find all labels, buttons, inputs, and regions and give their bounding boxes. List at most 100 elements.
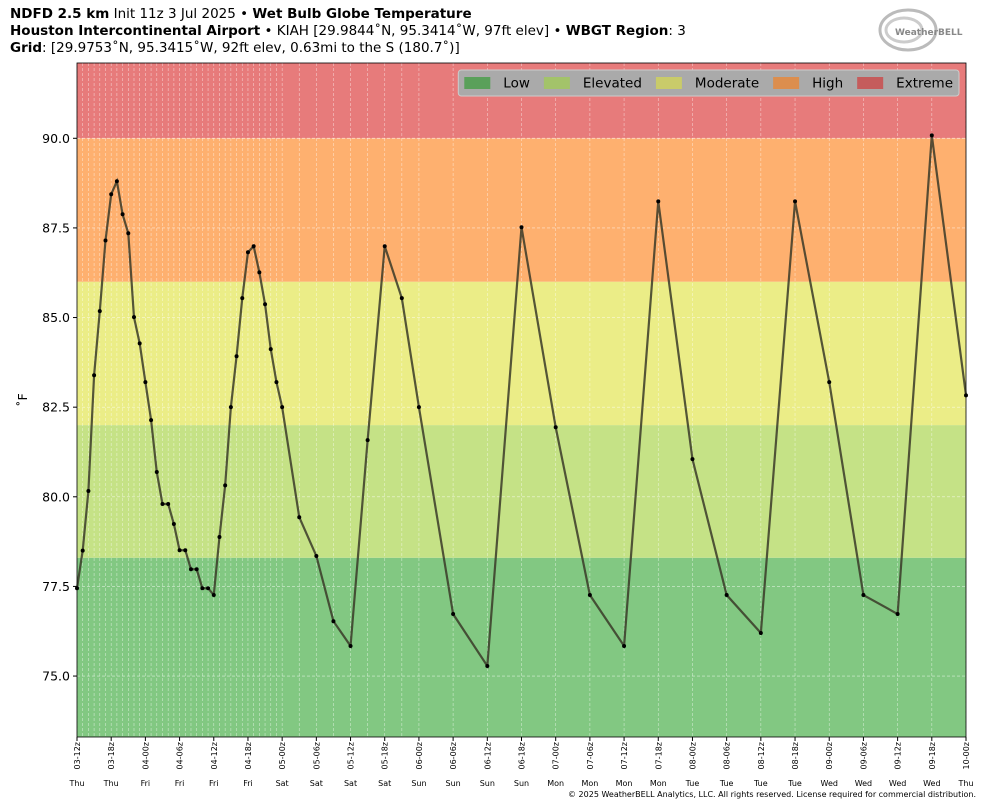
x-tick-label: 07-00z [552, 742, 561, 769]
legend-swatch [464, 77, 491, 89]
data-point [223, 483, 228, 488]
data-point [103, 238, 108, 243]
logo-text: WeatherBELL [895, 28, 963, 38]
x-tick-day: Sun [411, 779, 426, 788]
plot-area [76, 63, 967, 737]
data-point [160, 501, 165, 506]
x-tick-day: Sat [310, 779, 323, 788]
x-tick-label: 04-12z [210, 742, 219, 769]
x-tick-day: Mon [581, 779, 598, 788]
x-tick-day: Sat [378, 779, 391, 788]
data-point [656, 199, 661, 204]
data-point [724, 593, 729, 598]
data-point [109, 192, 114, 197]
x-tick-label: 09-12z [894, 742, 903, 769]
x-tick-label: 07-18z [654, 742, 663, 769]
x-tick-day: Sat [344, 779, 357, 788]
x-tick-day: Wed [821, 779, 838, 788]
header-text: : [29.9753˚N, 95.3415˚W, 92ft elev, 0.63… [42, 40, 460, 56]
data-point [80, 548, 85, 553]
data-point [263, 302, 268, 307]
header-text: Init 11z 3 Jul 2025 • [109, 6, 253, 22]
x-tick-label: 04-18z [244, 742, 253, 769]
data-point [348, 643, 353, 648]
x-tick-day: Fri [243, 779, 253, 788]
legend-label: High [812, 76, 843, 92]
data-point [126, 231, 131, 236]
x-tick-day: Sat [276, 779, 289, 788]
x-tick-label: 08-12z [757, 742, 766, 769]
header-line: NDFD 2.5 km Init 11z 3 Jul 2025 • Wet Bu… [10, 6, 686, 23]
x-tick-label: 09-06z [859, 742, 868, 769]
data-point [183, 548, 188, 553]
data-point [257, 270, 262, 275]
legend: Low Elevated Moderate High Extreme [457, 69, 960, 97]
x-tick-label: 05-18z [381, 742, 390, 769]
x-tick-day: Sun [514, 779, 529, 788]
data-point [154, 470, 159, 475]
data-point [137, 341, 142, 346]
data-point [268, 347, 273, 352]
x-tick-day: Tue [685, 779, 700, 788]
x-tick-day: Mon [616, 779, 633, 788]
x-tick-label: 04-00z [141, 742, 150, 769]
data-point [314, 553, 319, 558]
x-tick-label: 10-00z [962, 742, 971, 769]
data-point [228, 405, 233, 410]
header-text: : 3 [668, 23, 686, 39]
data-point [382, 244, 387, 249]
legend-swatch [655, 77, 682, 89]
header-line: Grid: [29.9753˚N, 95.3415˚W, 92ft elev, … [10, 40, 686, 57]
data-point [206, 586, 211, 591]
x-tick-day: Tue [753, 779, 768, 788]
x-tick-day: Thu [68, 779, 84, 788]
x-tick-day: Sun [480, 779, 495, 788]
x-tick-label: 03-12z [73, 742, 82, 769]
data-point [929, 133, 934, 138]
data-point [399, 296, 404, 301]
data-point [895, 612, 900, 617]
x-tick-day: Fri [209, 779, 219, 788]
data-point [120, 212, 125, 217]
legend-label: Moderate [695, 76, 759, 92]
data-point [485, 664, 490, 669]
x-tick-day: Mon [547, 779, 564, 788]
data-point [194, 567, 199, 572]
data-point [274, 380, 279, 385]
header-text: NDFD 2.5 km [10, 6, 110, 22]
data-point [171, 522, 176, 527]
legend-swatch [773, 77, 800, 89]
data-point [97, 309, 102, 314]
x-tick-day: Mon [650, 779, 667, 788]
x-tick-label: 06-12z [483, 742, 492, 769]
data-point [217, 534, 222, 539]
data-point [149, 418, 154, 423]
data-point [234, 354, 239, 359]
y-tick-label: 85.0 [42, 310, 70, 325]
data-point [166, 501, 171, 506]
data-point [622, 643, 627, 648]
data-point [690, 457, 695, 462]
x-tick-label: 06-06z [449, 742, 458, 769]
data-point [251, 244, 256, 249]
legend-label: Elevated [583, 76, 642, 92]
x-tick-label: 08-18z [791, 742, 800, 769]
data-point [331, 619, 336, 624]
axes-frame [76, 62, 967, 738]
data-point [553, 425, 558, 430]
x-tick-day: Wed [889, 779, 906, 788]
data-point [177, 548, 182, 553]
data-point [758, 631, 763, 636]
data-point [131, 315, 136, 320]
data-point [240, 296, 245, 301]
data-point [245, 250, 250, 255]
data-point [86, 489, 91, 494]
y-tick-label: 87.5 [42, 220, 70, 235]
legend-swatch [857, 77, 884, 89]
legend-swatch [543, 77, 570, 89]
y-tick-label: 75.0 [42, 669, 70, 684]
x-tick-label: 06-00z [415, 742, 424, 769]
data-point [861, 593, 866, 598]
data-point [211, 593, 216, 598]
